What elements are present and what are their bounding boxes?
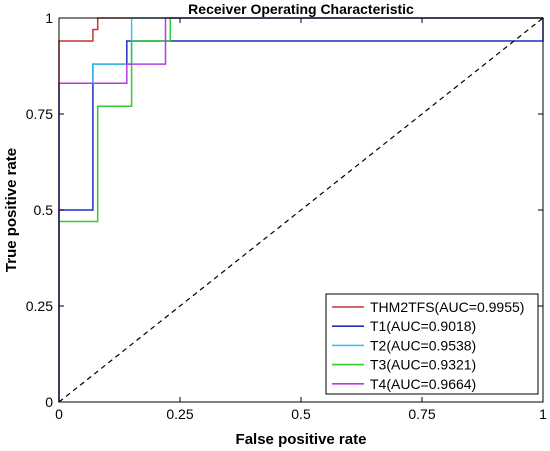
legend-label-2: T1(AUC=0.9018) bbox=[370, 318, 476, 334]
x-tick-label: 0.75 bbox=[408, 406, 435, 422]
reference-diagonal bbox=[58, 17, 544, 403]
x-tick-label: 0.5 bbox=[291, 406, 311, 422]
x-tick-label: 0 bbox=[55, 406, 63, 422]
y-axis-label: True positive rate bbox=[3, 148, 20, 272]
ticks-layer: 00 0.25 0.25 0.5 0.5 0.75 0.75 1 1 bbox=[26, 10, 547, 422]
y-tick-label: 0 bbox=[45, 394, 53, 410]
y-tick-label: 1 bbox=[45, 10, 53, 26]
y-tick-label: 0.25 bbox=[26, 298, 53, 314]
legend-label-1: THM2TFS(AUC=0.9955) bbox=[370, 299, 524, 315]
y-tick-label: 0.5 bbox=[34, 202, 54, 218]
chart-title: Receiver Operating Characteristic bbox=[188, 1, 414, 17]
legend-label-4: T3(AUC=0.9321) bbox=[370, 357, 476, 373]
legend-box bbox=[325, 293, 539, 395]
x-tick-label: 0.25 bbox=[166, 406, 193, 422]
series-layer bbox=[58, 17, 544, 403]
legend-label-3: T2(AUC=0.9538) bbox=[370, 337, 476, 353]
x-tick-label: 1 bbox=[539, 406, 547, 422]
y-tick-label: 0.75 bbox=[26, 106, 53, 122]
legend: THM2TFS(AUC=0.9955) T1(AUC=0.9018) T2(AUC=… bbox=[325, 293, 539, 395]
x-axis-label: False positive rate bbox=[236, 431, 367, 448]
series-line-4 bbox=[58, 17, 543, 402]
legend-label-5: T4(AUC=0.9664) bbox=[370, 376, 476, 392]
